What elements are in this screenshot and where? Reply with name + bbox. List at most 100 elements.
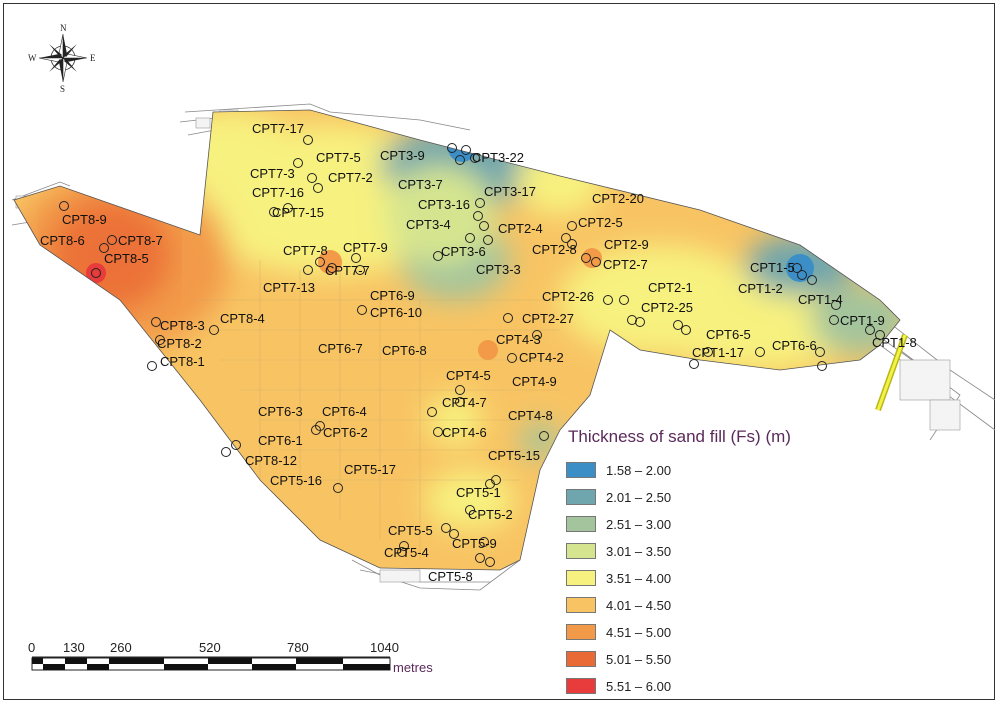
cpt-marker xyxy=(817,361,827,371)
cpt-label: CPT8-2 xyxy=(157,336,202,351)
cpt-marker xyxy=(151,317,161,327)
cpt-marker xyxy=(307,173,317,183)
cpt-label: CPT5-16 xyxy=(270,473,322,488)
legend-label: 3.01 – 3.50 xyxy=(606,543,672,559)
compass-n: N xyxy=(60,23,67,33)
cpt-label: CPT6-8 xyxy=(382,343,427,358)
road-highlight xyxy=(875,333,908,412)
cpt-label: CPT2-9 xyxy=(604,237,649,252)
legend-item: 3.51 – 4.00 xyxy=(566,568,671,588)
cpt-label: CPT7-7 xyxy=(325,263,370,278)
site-boundary xyxy=(13,109,901,571)
cpt-label: CPT3-17 xyxy=(484,184,536,199)
cpt-marker xyxy=(315,257,325,267)
cpt-marker xyxy=(455,397,465,407)
cpt-label: CPT5-15 xyxy=(488,448,540,463)
cpt-marker xyxy=(792,263,802,273)
cpt-marker xyxy=(59,201,69,211)
cpt-label: CPT1-5 xyxy=(750,260,795,275)
cpt-marker xyxy=(433,427,443,437)
cpt-label: CPT5-8 xyxy=(428,569,473,584)
cpt-label: CPT6-1 xyxy=(258,433,303,448)
cpt-marker xyxy=(797,270,807,280)
cpt-marker xyxy=(875,330,885,340)
cpt-label: CPT3-7 xyxy=(398,177,443,192)
cpt-marker xyxy=(470,153,480,163)
compass-w: W xyxy=(28,53,37,63)
cpt-marker xyxy=(313,183,323,193)
cpt-marker xyxy=(293,158,303,168)
cpt-label: CPT5-5 xyxy=(388,523,433,538)
cpt-marker xyxy=(619,295,629,305)
legend-swatch xyxy=(566,543,596,559)
scale-unit: metres xyxy=(393,660,433,675)
cpt-marker xyxy=(831,300,841,310)
cpt-label: CPT3-6 xyxy=(441,244,486,259)
legend-label: 4.51 – 5.00 xyxy=(606,624,672,640)
cpt-marker xyxy=(627,315,637,325)
cpt-marker xyxy=(681,325,691,335)
cpt-marker xyxy=(539,431,549,441)
cpt-label: CPT4-9 xyxy=(512,374,557,389)
cpt-label: CPT2-20 xyxy=(592,191,644,206)
cpt-label: CPT7-2 xyxy=(328,170,373,185)
cpt-label: CPT1-4 xyxy=(798,292,843,307)
cpt-label: CPT8-1 xyxy=(160,354,205,369)
cpt-label: CPT5-1 xyxy=(456,485,501,500)
legend-item: 4.01 – 4.50 xyxy=(566,595,671,615)
cpt-label: CPT3-22 xyxy=(472,150,524,165)
cpt-label: CPT5-2 xyxy=(468,507,513,522)
cpt-marker xyxy=(303,265,313,275)
cpt-marker xyxy=(399,541,409,551)
cpt-label: CPT5-17 xyxy=(344,462,396,477)
cpt-marker xyxy=(581,253,591,263)
legend-swatch xyxy=(566,651,596,667)
cpt-marker xyxy=(567,221,577,231)
cpt-label: CPT2-4 xyxy=(498,221,543,236)
cpt-label: CPT5-9 xyxy=(452,536,497,551)
cpt-label: CPT8-12 xyxy=(245,453,297,468)
legend-item: 2.51 – 3.00 xyxy=(566,514,671,534)
scale-tick: 780 xyxy=(287,640,309,655)
compass-e: E xyxy=(90,53,96,63)
cpt-label: CPT2-25 xyxy=(641,300,693,315)
scale-bar xyxy=(31,656,391,671)
cpt-label: CPT6-9 xyxy=(370,288,415,303)
cpt-label: CPT1-17 xyxy=(692,345,744,360)
legend-swatch xyxy=(566,597,596,613)
legend-label: 2.01 – 2.50 xyxy=(606,489,672,505)
cpt-label: CPT6-3 xyxy=(258,404,303,419)
cpt-marker xyxy=(397,547,407,557)
scale-tick: 520 xyxy=(199,640,221,655)
cpt-marker xyxy=(703,347,713,357)
legend-swatch xyxy=(566,489,596,505)
cpt-marker xyxy=(475,553,485,563)
cpt-marker xyxy=(567,239,577,249)
cpt-label: CPT2-27 xyxy=(522,311,574,326)
figure-frame xyxy=(3,3,995,700)
cpt-marker xyxy=(107,235,117,245)
cpt-marker xyxy=(357,305,367,315)
cpt-label: CPT4-5 xyxy=(446,368,491,383)
cpt-label: CPT7-13 xyxy=(263,280,315,295)
cpt-marker xyxy=(209,325,219,335)
legend-title: Thickness of sand fill (Fs) (m) xyxy=(568,427,791,446)
legend-label: 2.51 – 3.00 xyxy=(606,516,672,532)
cpt-label: CPT8-7 xyxy=(118,233,163,248)
legend-swatch xyxy=(566,624,596,640)
cpt-marker xyxy=(479,537,489,547)
cpt-label: CPT2-8 xyxy=(532,242,577,257)
cpt-label: CPT1-2 xyxy=(738,281,783,296)
legend-item: 1.58 – 2.00 xyxy=(566,460,671,480)
cpt-label: CPT6-7 xyxy=(318,341,363,356)
scale-tick: 1040 xyxy=(370,640,399,655)
cpt-marker xyxy=(455,155,465,165)
scale-tick: 0 xyxy=(28,640,36,655)
cpt-label: CPT6-2 xyxy=(323,425,368,440)
legend-item: 4.51 – 5.00 xyxy=(566,622,671,642)
legend-label: 1.58 – 2.00 xyxy=(606,462,672,478)
cpt-marker xyxy=(433,251,443,261)
cpt-label: CPT3-4 xyxy=(406,217,451,232)
